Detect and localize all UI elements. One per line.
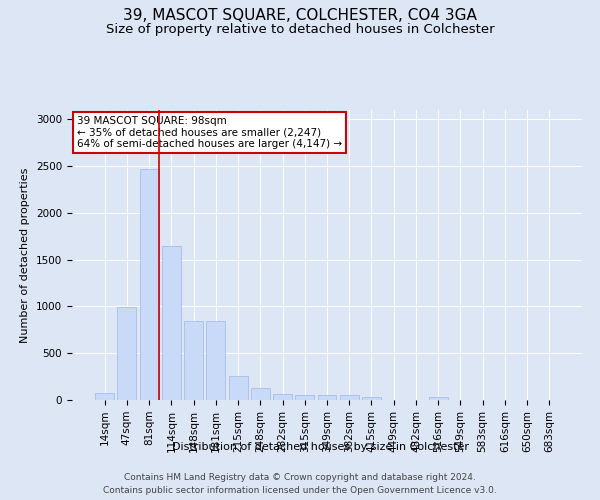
- Y-axis label: Number of detached properties: Number of detached properties: [20, 168, 31, 342]
- Text: 39 MASCOT SQUARE: 98sqm
← 35% of detached houses are smaller (2,247)
64% of semi: 39 MASCOT SQUARE: 98sqm ← 35% of detache…: [77, 116, 342, 149]
- Bar: [429, 397, 448, 400]
- Bar: [140, 169, 158, 400]
- Text: 39, MASCOT SQUARE, COLCHESTER, CO4 3GA: 39, MASCOT SQUARE, COLCHESTER, CO4 3GA: [123, 8, 477, 22]
- Bar: [229, 376, 248, 400]
- Bar: [295, 396, 314, 400]
- Bar: [340, 395, 359, 400]
- Bar: [206, 322, 225, 400]
- Bar: [162, 246, 181, 400]
- Bar: [118, 308, 136, 400]
- Bar: [273, 394, 292, 400]
- Bar: [251, 388, 270, 400]
- Bar: [317, 396, 337, 400]
- Text: Size of property relative to detached houses in Colchester: Size of property relative to detached ho…: [106, 22, 494, 36]
- Bar: [184, 322, 203, 400]
- Bar: [95, 394, 114, 400]
- Text: Contains HM Land Registry data © Crown copyright and database right 2024.
Contai: Contains HM Land Registry data © Crown c…: [103, 474, 497, 495]
- Bar: [362, 397, 381, 400]
- Text: Distribution of detached houses by size in Colchester: Distribution of detached houses by size …: [173, 442, 470, 452]
